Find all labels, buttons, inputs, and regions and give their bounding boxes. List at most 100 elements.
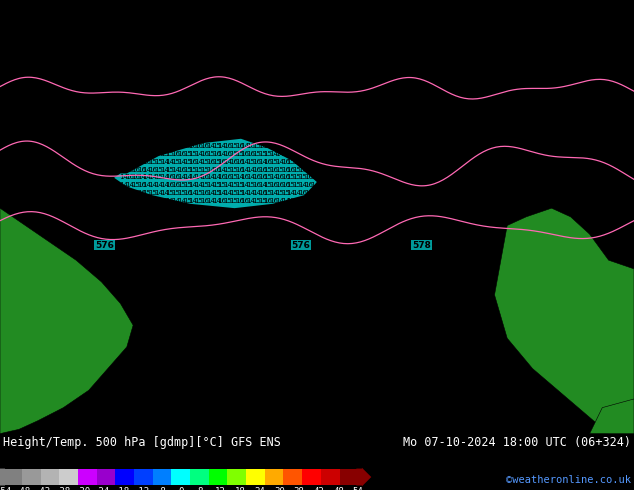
Text: 13: 13 (378, 253, 388, 259)
Text: 15: 15 (482, 143, 491, 149)
Text: 13: 13 (258, 427, 267, 433)
Text: 17: 17 (356, 32, 365, 39)
Text: 16: 16 (534, 111, 543, 117)
Text: 16: 16 (367, 151, 376, 157)
Text: 13: 13 (505, 269, 515, 275)
Text: 13: 13 (258, 245, 267, 251)
Text: 12: 12 (569, 411, 578, 417)
Text: 15: 15 (454, 48, 463, 54)
Text: 15: 15 (264, 238, 273, 244)
Text: 13: 13 (534, 379, 543, 386)
Text: 14: 14 (621, 214, 630, 220)
Text: 14: 14 (569, 340, 578, 346)
Text: 16: 16 (200, 190, 209, 196)
Text: 13: 13 (552, 230, 560, 236)
Text: 14: 14 (246, 174, 256, 180)
Text: 17: 17 (477, 17, 486, 23)
Text: 13: 13 (396, 245, 405, 251)
Text: 12: 12 (0, 379, 8, 386)
Text: 12: 12 (413, 427, 422, 433)
Text: 16: 16 (482, 48, 491, 54)
Text: 16: 16 (137, 135, 146, 141)
Text: 14: 14 (356, 245, 365, 251)
Text: 17: 17 (396, 40, 405, 47)
Text: 14: 14 (119, 245, 129, 251)
Text: 13: 13 (74, 332, 82, 338)
Text: 16: 16 (569, 17, 578, 23)
Text: 12: 12 (350, 332, 359, 338)
Text: 12: 12 (321, 403, 330, 409)
Text: 16: 16 (125, 151, 134, 157)
Text: 17: 17 (74, 72, 82, 78)
Text: 15: 15 (298, 151, 307, 157)
Text: 16: 16 (413, 182, 422, 188)
Text: 15: 15 (131, 80, 140, 86)
Text: 13: 13 (339, 332, 347, 338)
Text: 15: 15 (304, 269, 313, 275)
Text: 16: 16 (148, 159, 157, 165)
Text: 13: 13 (454, 427, 463, 433)
Text: 14: 14 (4, 135, 13, 141)
Text: 17: 17 (581, 80, 590, 86)
Text: 16: 16 (4, 174, 13, 180)
Text: 15: 15 (235, 182, 243, 188)
Text: 15: 15 (477, 221, 486, 228)
Text: 12: 12 (529, 324, 538, 330)
Text: 12: 12 (269, 403, 278, 409)
Text: 13: 13 (16, 411, 25, 417)
Text: 15: 15 (534, 214, 543, 220)
Text: 15: 15 (309, 190, 319, 196)
Text: 12: 12 (344, 403, 353, 409)
Text: 12: 12 (160, 403, 169, 409)
Text: 16: 16 (10, 96, 19, 101)
Text: 15: 15 (552, 135, 560, 141)
Text: 14: 14 (160, 340, 169, 346)
Text: 12: 12 (581, 348, 590, 354)
Text: 14: 14 (500, 379, 509, 386)
Text: 16: 16 (563, 48, 573, 54)
Text: 16: 16 (229, 214, 238, 220)
Text: 17: 17 (131, 103, 140, 109)
Text: 14: 14 (460, 190, 469, 196)
Text: 14: 14 (44, 293, 53, 299)
Text: 15: 15 (517, 151, 526, 157)
Text: 13: 13 (626, 427, 634, 433)
Text: 16: 16 (546, 56, 555, 62)
Text: 13: 13 (10, 261, 19, 267)
Text: 13: 13 (315, 332, 325, 338)
Text: 15: 15 (586, 230, 595, 236)
Text: 16: 16 (609, 80, 618, 86)
Text: 12: 12 (131, 427, 140, 433)
Text: 13: 13 (27, 293, 36, 299)
Text: 14: 14 (575, 332, 584, 338)
Text: 17: 17 (4, 1, 13, 7)
Text: 16: 16 (609, 127, 618, 133)
Text: 13: 13 (206, 277, 215, 283)
Text: 17: 17 (321, 17, 330, 23)
Text: 15: 15 (50, 230, 59, 236)
Text: 15: 15 (4, 261, 13, 267)
Text: 14: 14 (350, 371, 359, 377)
Text: 14: 14 (419, 308, 428, 315)
Text: 15: 15 (246, 80, 256, 86)
Text: 13: 13 (165, 356, 174, 362)
Text: 16: 16 (44, 24, 53, 30)
Text: 12: 12 (200, 317, 209, 322)
Text: -54: -54 (0, 487, 11, 490)
Text: 14: 14 (581, 230, 590, 236)
Text: 17: 17 (598, 17, 607, 23)
Text: 14: 14 (171, 167, 180, 172)
Text: 16: 16 (264, 159, 273, 165)
Text: 12: 12 (517, 427, 526, 433)
Text: 16: 16 (309, 24, 319, 30)
Text: 15: 15 (546, 277, 555, 283)
Text: 15: 15 (96, 300, 105, 307)
Text: 15: 15 (442, 230, 451, 236)
Text: 14: 14 (465, 269, 474, 275)
Text: 17: 17 (494, 48, 503, 54)
Text: 16: 16 (292, 64, 301, 70)
Text: 16: 16 (131, 174, 140, 180)
Text: 16: 16 (408, 48, 417, 54)
Text: 15: 15 (598, 167, 607, 172)
Text: 16: 16 (534, 24, 543, 30)
